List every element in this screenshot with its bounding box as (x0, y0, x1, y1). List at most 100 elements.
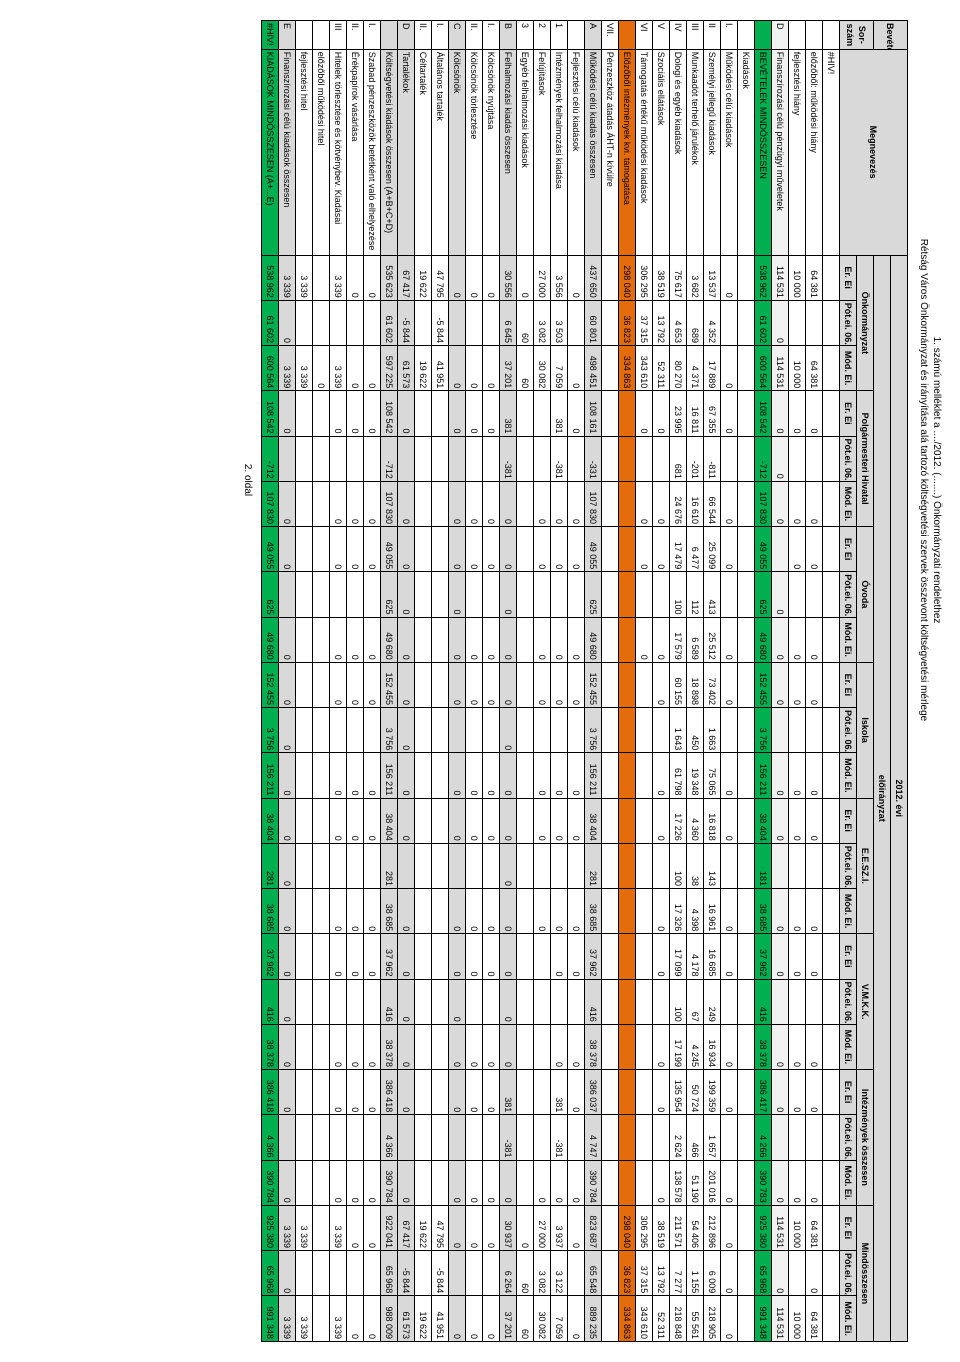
cell (347, 300, 364, 345)
cell (823, 436, 840, 481)
cell: 52 311 (653, 1296, 670, 1342)
cell (330, 708, 347, 753)
cell: 4 178 (687, 934, 704, 979)
cell: 0 (806, 481, 823, 526)
cell (602, 1115, 619, 1160)
cell: 0 (772, 617, 789, 662)
cell: 413 (704, 572, 721, 617)
grp-mind: Mindösszesen (857, 1205, 874, 1341)
cell (296, 662, 313, 707)
cell: 0 (551, 889, 568, 934)
cell (551, 708, 568, 753)
cell (738, 708, 755, 753)
cell: 3 339 (279, 1296, 296, 1342)
row-label: Fejlesztési célú kiadások (568, 49, 585, 255)
cell: 625 (585, 572, 602, 617)
row-num: III (330, 21, 347, 50)
cell: 38 685 (381, 889, 398, 934)
cell (602, 1024, 619, 1069)
cell (313, 572, 330, 617)
row-num: 3 (517, 21, 534, 50)
cell: 49 680 (755, 617, 772, 662)
cell: 4 266 (755, 1115, 772, 1160)
cell: 67 417 (398, 1205, 415, 1250)
cell: 19 622 (415, 1205, 432, 1250)
cell: 0 (483, 391, 500, 436)
cell: 49 055 (381, 527, 398, 572)
cell (721, 843, 738, 888)
cell (483, 1251, 500, 1296)
cell: 0 (721, 1251, 738, 1296)
grp-intoszz: Intézmények összesen (857, 1070, 874, 1206)
cell: 0 (636, 391, 653, 436)
cell (619, 708, 636, 753)
cell (602, 979, 619, 1024)
cell: 0 (483, 662, 500, 707)
cell: 0 (789, 934, 806, 979)
hdr-meg: Megnevezés (840, 49, 908, 255)
row-num: D (398, 21, 415, 50)
cell: 0 (636, 481, 653, 526)
cell: 108 542 (381, 391, 398, 436)
cell (806, 436, 823, 481)
row-num: 1 (551, 21, 568, 50)
cell: 37 315 (636, 1251, 653, 1296)
cell: -712 (262, 436, 279, 481)
cell: 67 417 (398, 255, 415, 300)
cell: 0 (568, 889, 585, 934)
cell (772, 843, 789, 888)
cell: 0 (653, 1024, 670, 1069)
cell: 114 531 (772, 1296, 789, 1342)
cell (568, 1115, 585, 1160)
cell (738, 889, 755, 934)
cell: 0 (347, 889, 364, 934)
cell: 600 564 (262, 346, 279, 391)
cell (636, 843, 653, 888)
row-label: Intézmények felhalmozási kiadása (551, 49, 568, 255)
cell (432, 662, 449, 707)
row-label: Egyéb felhalmozási kiadások (517, 49, 534, 255)
cell: 0 (347, 1160, 364, 1205)
cell: 156 211 (755, 753, 772, 798)
cell: 13 792 (653, 1251, 670, 1296)
cell: 0 (364, 255, 381, 300)
cell: 25 099 (704, 527, 721, 572)
cell (517, 617, 534, 662)
cell: 0 (466, 1024, 483, 1069)
cell: 0 (347, 527, 364, 572)
cell: 0 (449, 798, 466, 843)
table-row: IIIHitelek törlesztése és kötvénybev. Ki… (330, 21, 347, 1342)
cell (517, 934, 534, 979)
cell (823, 662, 840, 707)
cell: 0 (568, 662, 585, 707)
col-eri: Er. Ei (840, 1070, 857, 1115)
cell (738, 1024, 755, 1069)
cell: 0 (568, 255, 585, 300)
col-pot: Pót.ei. 06. hó (840, 708, 857, 753)
cell: 0 (449, 255, 466, 300)
table-row: fejlesztési hitel3 3393 3393 3393 339 (296, 21, 313, 1342)
cell: 0 (483, 1070, 500, 1115)
cell (364, 300, 381, 345)
cell: 0 (398, 979, 415, 1024)
cell: 0 (789, 889, 806, 934)
cell (823, 391, 840, 436)
cell: 0 (364, 1296, 381, 1342)
budget-table: Bevételek Megnevezés 2012. évi előirányz… (261, 20, 908, 1342)
cell (432, 753, 449, 798)
cell: 0 (483, 1205, 500, 1250)
cell: 0 (653, 617, 670, 662)
cell (432, 436, 449, 481)
cell: 0 (330, 662, 347, 707)
cell (517, 391, 534, 436)
cell: 0 (653, 391, 670, 436)
cell: 0 (279, 1024, 296, 1069)
cell (517, 843, 534, 888)
cell (738, 1115, 755, 1160)
cell (738, 934, 755, 979)
cell: 135 954 (670, 1070, 687, 1115)
cell (619, 934, 636, 979)
cell: -712 (381, 436, 398, 481)
cell (806, 979, 823, 1024)
cell (415, 572, 432, 617)
